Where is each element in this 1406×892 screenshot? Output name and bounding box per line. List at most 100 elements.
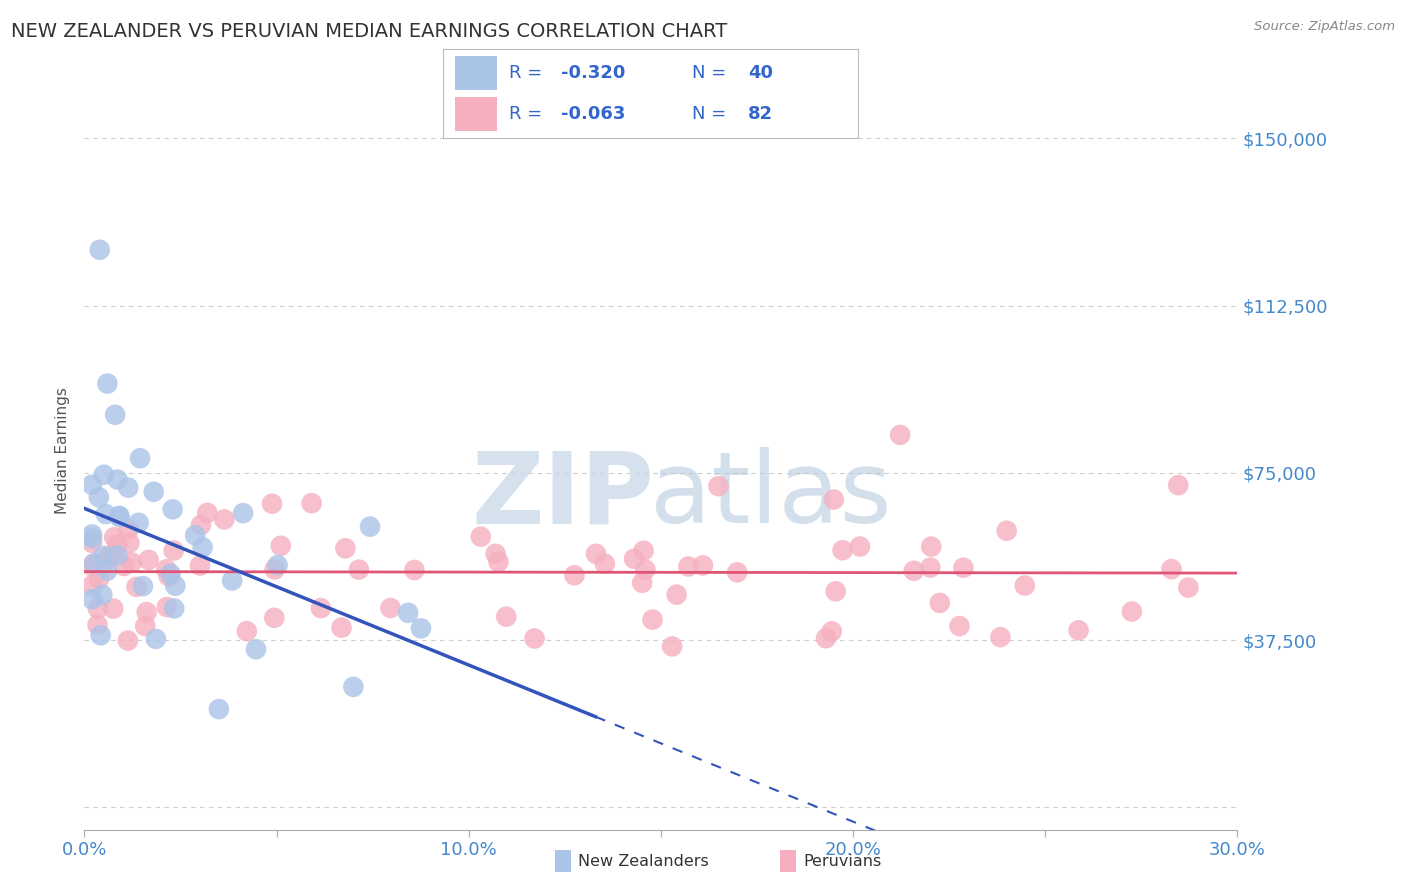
Point: [155, 562, 177, 576]
Point: [94, 507, 117, 521]
Point: [132, 579, 155, 593]
Point: [103, 601, 125, 615]
Point: [903, 564, 925, 578]
Point: [135, 605, 157, 619]
Point: [1160, 562, 1182, 576]
Point: [103, 548, 125, 562]
Point: [163, 601, 186, 615]
Point: [80, 477, 103, 491]
Point: [301, 496, 323, 510]
Point: [107, 473, 129, 487]
Point: [90, 628, 112, 642]
Point: [309, 601, 332, 615]
Point: [208, 702, 231, 716]
Point: [495, 609, 517, 624]
Point: [404, 563, 426, 577]
Point: [335, 541, 357, 556]
Point: [952, 560, 974, 574]
Point: [260, 497, 283, 511]
Point: [96, 564, 118, 578]
Point: [93, 555, 115, 569]
Point: [191, 541, 214, 555]
Point: [87, 601, 110, 615]
Point: [678, 559, 700, 574]
Point: [928, 596, 950, 610]
Point: [80, 536, 103, 550]
Text: Peruvians: Peruvians: [803, 854, 882, 869]
Point: [633, 543, 655, 558]
Point: [91, 588, 114, 602]
Point: [1014, 578, 1036, 592]
Text: 40: 40: [748, 64, 773, 82]
Point: [128, 516, 150, 530]
Point: [665, 588, 688, 602]
Point: [117, 633, 139, 648]
Point: [80, 578, 103, 592]
Point: [117, 523, 139, 537]
Point: [641, 613, 664, 627]
Point: [990, 630, 1012, 644]
Point: [1177, 581, 1199, 595]
Point: [163, 543, 186, 558]
Point: [184, 528, 207, 542]
Text: -0.063: -0.063: [561, 105, 626, 123]
Point: [108, 509, 131, 524]
Point: [593, 557, 616, 571]
Text: N =: N =: [692, 105, 731, 123]
Text: NEW ZEALANDER VS PERUVIAN MEDIAN EARNINGS CORRELATION CHART: NEW ZEALANDER VS PERUVIAN MEDIAN EARNING…: [11, 22, 727, 41]
Point: [121, 556, 143, 570]
Point: [725, 566, 748, 580]
Point: [245, 642, 267, 657]
Point: [87, 490, 110, 504]
Point: [107, 537, 129, 551]
Point: [347, 563, 370, 577]
Y-axis label: Median Earnings: Median Earnings: [55, 387, 70, 514]
Point: [188, 558, 211, 573]
Point: [488, 555, 510, 569]
Point: [920, 540, 942, 554]
Point: [1167, 478, 1189, 492]
Point: [236, 624, 259, 639]
Point: [112, 558, 135, 573]
Point: [83, 557, 105, 571]
Point: [129, 451, 152, 466]
Point: [821, 624, 844, 639]
Point: [117, 481, 139, 495]
Text: -0.320: -0.320: [561, 64, 626, 82]
Point: [83, 557, 105, 571]
Point: [80, 527, 103, 541]
Point: [266, 558, 288, 572]
Point: [823, 492, 845, 507]
Point: [831, 543, 853, 558]
Point: [97, 549, 120, 564]
Point: [214, 512, 236, 526]
Point: [232, 506, 254, 520]
Point: [142, 484, 165, 499]
Point: [1121, 605, 1143, 619]
Point: [108, 508, 131, 523]
Point: [849, 540, 872, 554]
Point: [396, 606, 419, 620]
Point: [484, 547, 506, 561]
Point: [995, 524, 1018, 538]
Point: [93, 467, 115, 482]
Point: [80, 559, 103, 574]
Point: [815, 632, 838, 646]
Text: atlas: atlas: [650, 448, 891, 544]
Point: [342, 680, 364, 694]
Point: [634, 563, 657, 577]
Point: [103, 530, 125, 544]
Point: [470, 530, 492, 544]
Point: [118, 536, 141, 550]
Point: [889, 428, 911, 442]
FancyBboxPatch shape: [456, 97, 496, 131]
Point: [165, 579, 187, 593]
Point: [86, 618, 108, 632]
Point: [948, 619, 970, 633]
Text: N =: N =: [692, 64, 731, 82]
Point: [824, 584, 846, 599]
Point: [80, 531, 103, 545]
Point: [156, 600, 179, 615]
Point: [162, 502, 184, 516]
Point: [707, 479, 730, 493]
